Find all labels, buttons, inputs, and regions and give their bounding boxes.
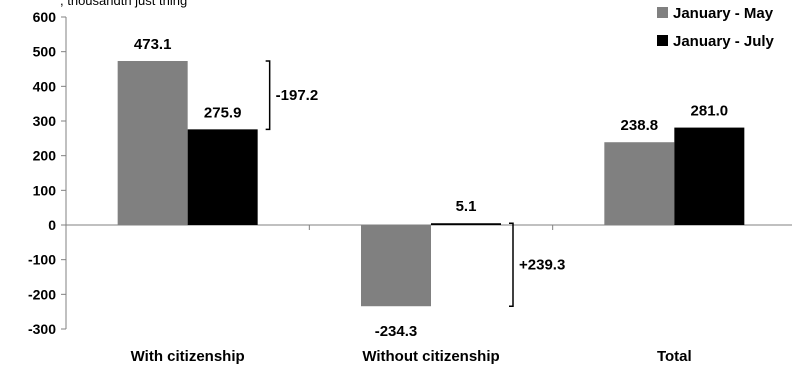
y-tick-label: 500 (33, 44, 57, 60)
data-label: 275.9 (204, 104, 242, 121)
difference-label: +239.3 (519, 257, 565, 274)
difference-bracket (509, 222, 514, 307)
bar (361, 225, 431, 307)
y-tick-label: 100 (33, 182, 57, 198)
legend: January - May January - July (657, 5, 775, 50)
data-label: 238.8 (621, 117, 659, 134)
bar (604, 142, 675, 225)
y-tick-label: -300 (28, 321, 56, 337)
bar (431, 223, 501, 225)
x-category-label: With citizenship (131, 348, 245, 365)
difference-label: -197.2 (276, 87, 319, 104)
annotations: -197.2 +239.3 (265, 60, 565, 307)
legend-label: January - July (673, 33, 775, 50)
y-tick-label: 300 (33, 113, 57, 129)
bars (117, 60, 745, 307)
difference-bracket (265, 60, 271, 131)
y-tick-label: -100 (28, 252, 56, 268)
y-axis: 600 500 400 300 200 100 0 -100 -200 -300 (28, 9, 67, 337)
y-tick-label: 400 (33, 78, 57, 94)
data-label: 281.0 (691, 103, 729, 120)
bar (117, 60, 188, 225)
data-label: -234.3 (375, 323, 418, 340)
bar (187, 129, 258, 225)
bar (674, 127, 745, 225)
x-category-label: Total (657, 348, 692, 365)
chart-subtitle-fragment: , thousandth just thing (60, 0, 187, 8)
data-label: 5.1 (456, 198, 477, 215)
legend-swatch (657, 7, 668, 18)
y-tick-label: 200 (33, 148, 57, 164)
legend-label: January - May (673, 5, 774, 22)
x-category-label: Without citizenship (362, 348, 499, 365)
legend-swatch (657, 35, 668, 46)
data-labels: 473.1 -234.3 238.8 275.9 5.1 281.0 (134, 36, 728, 340)
y-tick-label: 600 (33, 9, 57, 25)
y-tick-label: 0 (48, 217, 56, 233)
data-label: 473.1 (134, 36, 172, 53)
y-tick-label: -200 (28, 286, 56, 302)
